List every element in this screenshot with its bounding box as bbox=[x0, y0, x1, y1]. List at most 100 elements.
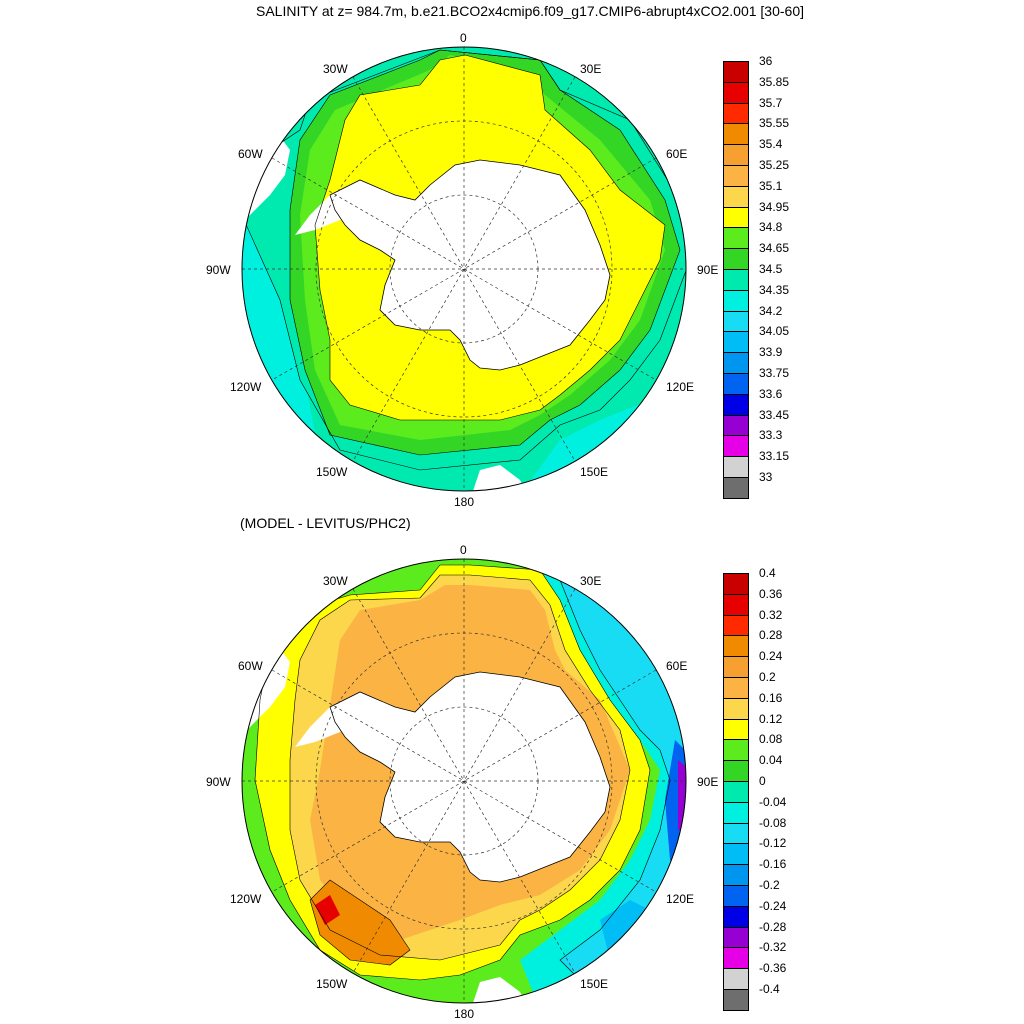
graticule bbox=[242, 47, 686, 491]
salinity-legend-tick-label: 34.65 bbox=[759, 241, 790, 256]
salinity-legend-swatch bbox=[723, 227, 749, 250]
salinity-legend-tick-label: 35.85 bbox=[759, 74, 790, 89]
difference-legend-tick-label: -0.36 bbox=[759, 961, 787, 976]
difference-legend-swatch bbox=[723, 947, 749, 970]
lon-label-180: 180 bbox=[454, 1007, 475, 1021]
salinity-legend-tick-label: 35.7 bbox=[759, 95, 783, 110]
difference-legend-swatch bbox=[723, 781, 749, 803]
difference-legend-swatch bbox=[723, 822, 749, 845]
map-boundary bbox=[241, 46, 687, 492]
salinity-legend-swatch bbox=[723, 414, 749, 437]
lon-label-120e: 120E bbox=[666, 380, 695, 394]
difference-legend-tick-label: -0.28 bbox=[759, 919, 787, 934]
difference-legend-swatch bbox=[723, 926, 749, 949]
difference-legend-swatch bbox=[723, 718, 749, 741]
lon-label-180: 180 bbox=[454, 495, 475, 509]
lon-label-60w: 60W bbox=[238, 659, 263, 673]
contour-lines bbox=[242, 49, 686, 471]
salinity-legend-swatch bbox=[723, 248, 749, 270]
salinity-legend-swatch bbox=[723, 477, 749, 499]
difference-legend-swatch bbox=[723, 573, 749, 595]
difference-legend-swatch bbox=[723, 739, 749, 762]
difference-legend-tick-label: 0 bbox=[759, 774, 766, 788]
difference-legend-tick-label: 0.2 bbox=[759, 670, 776, 684]
salinity-legend-tick-label: 34.5 bbox=[759, 262, 783, 276]
salinity-legend-tick-label: 33.3 bbox=[759, 428, 783, 443]
difference-legend-swatch bbox=[723, 697, 749, 720]
difference-legend-tick-label: -0.24 bbox=[759, 898, 787, 913]
salinity-legend-swatch bbox=[723, 393, 749, 416]
difference-legend-swatch bbox=[723, 593, 749, 616]
difference-panel-title: (MODEL - LEVITUS/PHC2) bbox=[240, 515, 411, 531]
salinity-legend-tick-label: 33.6 bbox=[759, 386, 783, 401]
salinity-legend-swatch bbox=[723, 123, 749, 146]
lon-label-60e: 60E bbox=[666, 147, 688, 161]
difference-legend-tick-label: 0.24 bbox=[759, 649, 783, 664]
graticule bbox=[242, 559, 686, 1003]
salinity-legend-swatch bbox=[723, 269, 749, 291]
salinity-legend-tick-label: 34.95 bbox=[759, 199, 790, 214]
lon-label-120w: 120W bbox=[230, 380, 262, 394]
difference-legend-tick-label: 0.12 bbox=[759, 711, 783, 726]
lon-label-150w: 150W bbox=[316, 465, 348, 479]
salinity-legend-swatch bbox=[723, 61, 749, 83]
difference-legend-swatch bbox=[723, 656, 749, 678]
difference-legend-swatch bbox=[723, 801, 749, 824]
salinity-legend-swatch bbox=[723, 310, 749, 333]
salinity-legend-swatch bbox=[723, 144, 749, 166]
difference-legend-swatch bbox=[723, 885, 749, 907]
lon-label-150e: 150E bbox=[580, 465, 609, 479]
lon-label-90e: 90E bbox=[697, 775, 719, 789]
salinity-legend-tick-label: 35.1 bbox=[759, 178, 783, 193]
difference-legend-swatch bbox=[723, 905, 749, 928]
salinity-legend-tick-label: 35.25 bbox=[759, 158, 790, 172]
lon-label-30e: 30E bbox=[580, 62, 602, 76]
salinity-legend-tick-label: 33.45 bbox=[759, 407, 790, 422]
salinity-legend-swatch bbox=[723, 289, 749, 312]
lon-label-120e: 120E bbox=[666, 892, 695, 906]
difference-legend-tick-label: 0.4 bbox=[759, 566, 776, 580]
map-boundary bbox=[241, 558, 687, 1004]
difference-legend-tick-label: 0.36 bbox=[759, 586, 783, 601]
salinity-legend-tick-label: 34.2 bbox=[759, 303, 783, 318]
difference-legend-swatch bbox=[723, 677, 749, 699]
difference-legend-tick-label: -0.16 bbox=[759, 857, 787, 872]
difference-legend-swatch bbox=[723, 843, 749, 866]
lon-label-60w: 60W bbox=[238, 147, 263, 161]
difference-legend-tick-label: 0.16 bbox=[759, 690, 783, 705]
salinity-legend-swatch bbox=[723, 435, 749, 458]
lon-label-60e: 60E bbox=[666, 659, 688, 673]
salinity-legend-tick-label: 35.4 bbox=[759, 137, 783, 152]
difference-legend-tick-label: 0.04 bbox=[759, 753, 783, 768]
lon-label-150w: 150W bbox=[316, 977, 348, 991]
salinity-legend-tick-label: 34.35 bbox=[759, 282, 790, 297]
lon-label-90w: 90W bbox=[206, 263, 231, 277]
difference-legend-tick-label: -0.04 bbox=[759, 794, 787, 809]
difference-legend-tick-label: 0.08 bbox=[759, 732, 783, 747]
lon-label-30w: 30W bbox=[323, 574, 348, 588]
difference-legend-swatch bbox=[723, 635, 749, 658]
salinity-legend-swatch bbox=[723, 81, 749, 104]
salinity-legend-swatch bbox=[723, 331, 749, 354]
difference-legend-swatch bbox=[723, 760, 749, 782]
contour-lines bbox=[254, 564, 686, 981]
salinity-legend-tick-label: 33.9 bbox=[759, 345, 783, 360]
difference-legend-swatch bbox=[723, 968, 749, 990]
lon-label-0: 0 bbox=[460, 31, 467, 45]
difference-legend-tick-label: 0.32 bbox=[759, 607, 783, 622]
salinity-legend-tick-label: 34.8 bbox=[759, 220, 783, 235]
salinity-legend-swatch bbox=[723, 185, 749, 208]
difference-legend-tick-label: -0.2 bbox=[759, 878, 780, 892]
difference-legend-swatch bbox=[723, 864, 749, 886]
figure-title: SALINITY at z= 984.7m, b.e21.BCO2x4cmip6… bbox=[256, 3, 804, 19]
salinity-legend-tick-label: 34.05 bbox=[759, 324, 790, 339]
difference-field bbox=[242, 559, 686, 1003]
lon-label-30w: 30W bbox=[323, 62, 348, 76]
lon-label-0: 0 bbox=[460, 543, 467, 557]
salinity-legend-swatch bbox=[723, 206, 749, 229]
salinity-legend-tick-label: 33.75 bbox=[759, 366, 790, 380]
lon-label-90e: 90E bbox=[697, 263, 719, 277]
difference-legend-tick-label: -0.4 bbox=[759, 982, 780, 996]
salinity-legend-swatch bbox=[723, 102, 749, 125]
